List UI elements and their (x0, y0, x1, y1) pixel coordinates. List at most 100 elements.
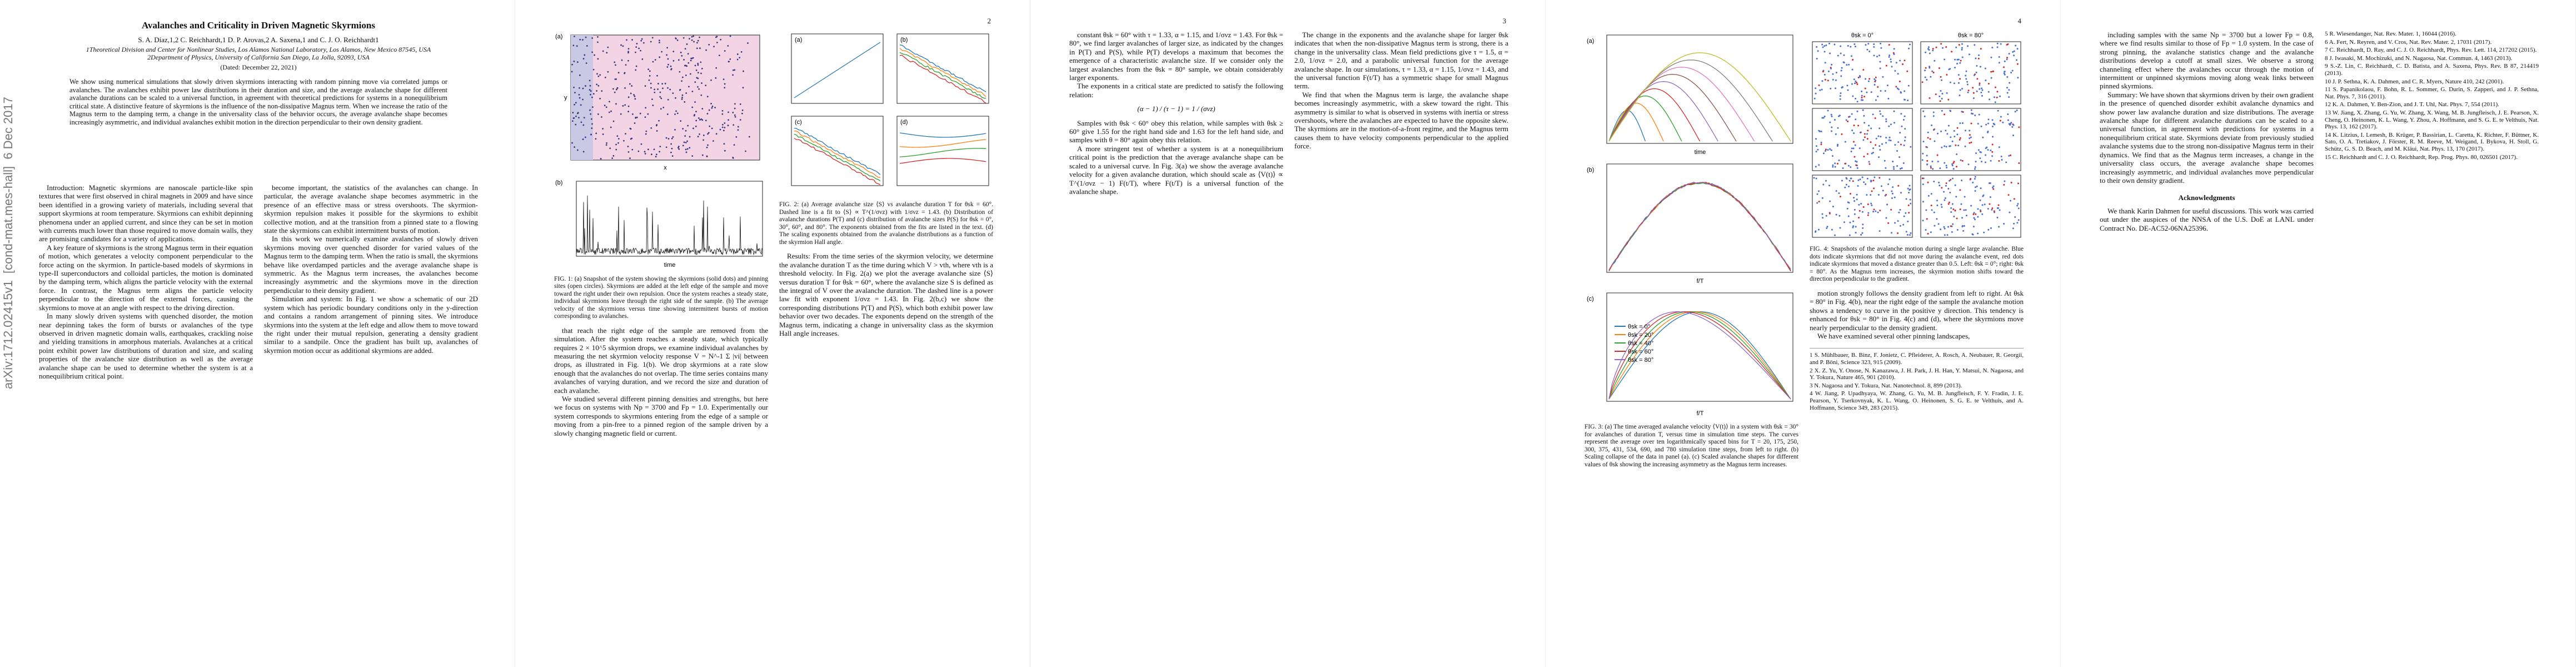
moved-skyrmion (2010, 181, 2012, 183)
pinned-skyrmion (1838, 215, 1841, 217)
pinned-skyrmion (1904, 90, 1906, 92)
pinned-skyrmion (1974, 44, 1976, 46)
skyrmion (655, 125, 657, 127)
pinned-skyrmion (1984, 203, 1986, 206)
pinned-skyrmion (1852, 225, 1855, 227)
pinned-skyrmion (1937, 161, 1939, 163)
skyrmion (629, 157, 631, 160)
pinned-skyrmion (1930, 193, 1932, 195)
skyrmion (670, 151, 672, 153)
skyrmion (634, 98, 636, 100)
pinned-skyrmion (1870, 91, 1872, 93)
skyrmion (590, 93, 591, 96)
skyrmion (723, 130, 725, 132)
pinned-skyrmion (1926, 146, 1928, 148)
skyrmion (657, 83, 659, 84)
moved-skyrmion (1944, 113, 1946, 116)
skyrmion (659, 151, 661, 153)
pinned-skyrmion (1855, 118, 1857, 121)
pinned-skyrmion (1856, 193, 1858, 196)
pinned-skyrmion (1890, 123, 1892, 126)
pinned-skyrmion (1941, 146, 1943, 148)
skyrmion (615, 148, 617, 151)
skyrmion (705, 49, 707, 51)
moved-skyrmion (1972, 213, 1975, 215)
pinned-skyrmion (1861, 94, 1863, 97)
skyrmion (658, 120, 660, 122)
skyrmion (670, 65, 672, 67)
pinned-skyrmion (2011, 126, 2014, 128)
pinned-skyrmion (1949, 145, 1951, 147)
pinned-skyrmion (1966, 81, 1969, 83)
pinned-skyrmion (1903, 215, 1905, 217)
pinned-skyrmion (1891, 66, 1893, 68)
figure-2: (a) (b) (c) (d) (791, 33, 989, 186)
skyrmion (595, 132, 597, 135)
pinned-skyrmion (2017, 203, 2019, 205)
skyrmion (585, 62, 587, 64)
column: become important, the statistics of the … (264, 183, 478, 650)
moved-skyrmion (1959, 189, 1961, 191)
skyrmion (654, 88, 655, 91)
pinned-skyrmion (1936, 204, 1939, 206)
skyrmion (706, 146, 708, 148)
skyrmion (572, 117, 575, 120)
panel-label: (c) (795, 119, 802, 126)
pinned-skyrmion (1932, 115, 1935, 117)
skyrmion (605, 106, 607, 108)
page-2: 2 (a) x y (b) time FIG. 1: (a) Snapshot of … (515, 0, 1030, 667)
pinned-skyrmion (1888, 139, 1890, 141)
pinned-skyrmion (1979, 88, 1981, 90)
pinned-skyrmion (1897, 88, 1900, 91)
skyrmion (602, 128, 604, 130)
pinned-skyrmion (1996, 46, 1999, 48)
pinned-skyrmion (1838, 192, 1840, 195)
skyrmion (718, 54, 720, 57)
pinned-skyrmion (1837, 54, 1839, 57)
pinned-skyrmion (1959, 62, 1961, 64)
column: θsk = 0° θsk = 80° FIG. 4: Snapshots of t… (1810, 31, 2024, 648)
skyrmion (732, 112, 734, 113)
pinned-skyrmion (1820, 141, 1822, 143)
moved-skyrmion (1990, 71, 1992, 73)
pinned-skyrmion (2008, 53, 2010, 55)
pinned-skyrmion (2012, 124, 2015, 126)
pinned-skyrmion (1944, 197, 1946, 200)
skyrmion (672, 92, 674, 94)
skyrmion (728, 61, 730, 63)
skyrmion (721, 123, 724, 126)
moved-skyrmion (1956, 217, 1958, 220)
pinned-skyrmion (1996, 207, 1999, 209)
moved-skyrmion (1926, 160, 1929, 162)
pinned-skyrmion (1827, 149, 1829, 151)
pinned-skyrmion (1860, 203, 1862, 205)
pinned-skyrmion (1842, 167, 1844, 170)
moved-skyrmion (1856, 83, 1858, 85)
moved-skyrmion (1857, 125, 1860, 127)
skyrmion (721, 126, 724, 128)
paragraph: A key feature of skyrmions is the strong… (39, 243, 253, 312)
moved-skyrmion (1951, 51, 1953, 53)
pinned-skyrmion (1905, 212, 1907, 214)
curve (899, 44, 986, 92)
pinned-skyrmion (1981, 89, 1984, 91)
pinned-skyrmion (1879, 61, 1881, 63)
skyrmion (629, 127, 631, 130)
skyrmion (608, 111, 610, 113)
moved-skyrmion (1935, 46, 1937, 48)
pinned-skyrmion (1899, 167, 1901, 170)
pinned-skyrmion (1875, 137, 1877, 140)
skyrmion (697, 72, 699, 74)
pinned-skyrmion (1821, 80, 1823, 82)
skyrmion (712, 140, 714, 142)
skyrmion (636, 43, 638, 44)
pinned-skyrmion (1879, 230, 1881, 232)
curve (1608, 74, 1737, 142)
pinned-skyrmion (2004, 71, 2006, 73)
pinned-skyrmion (1869, 51, 1871, 53)
pinned-skyrmion (1829, 121, 1831, 123)
pinned-skyrmion (1961, 47, 1963, 49)
pinned-skyrmion (1818, 190, 1820, 192)
pinned-skyrmion (1934, 128, 1936, 130)
pinned-skyrmion (1885, 118, 1887, 120)
